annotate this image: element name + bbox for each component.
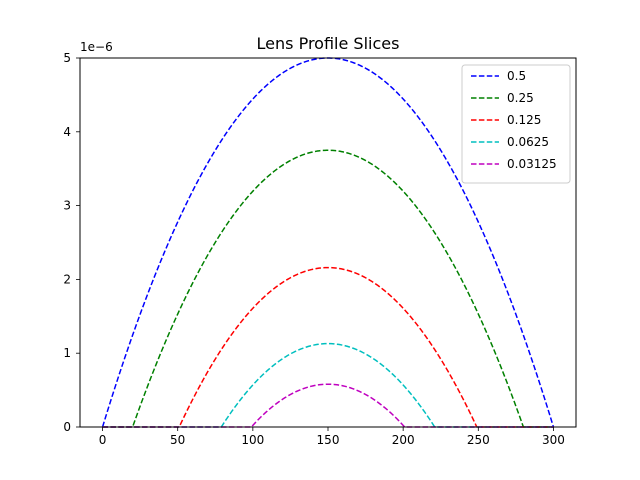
series-line-1 <box>102 149 554 428</box>
y-tick-label: 4 <box>63 125 71 139</box>
x-axis: 0 50 100 150 200 250 300 <box>99 427 565 447</box>
y-tick-label: 0 <box>63 420 71 434</box>
y-tick-label: 1 <box>63 346 71 360</box>
legend-label: 0.25 <box>507 91 534 105</box>
y-tick-label: 5 <box>63 51 71 65</box>
y-axis-multiplier: 1e−6 <box>80 40 113 54</box>
y-tick-label: 3 <box>63 199 71 213</box>
series-line-4 <box>102 383 554 428</box>
x-tick-label: 200 <box>392 433 415 447</box>
legend-label: 0.03125 <box>507 157 557 171</box>
x-tick-label: 300 <box>542 433 565 447</box>
chart-title: Lens Profile Slices <box>257 34 400 53</box>
legend-label: 0.125 <box>507 113 541 127</box>
series-line-3 <box>102 342 554 428</box>
series-line-2 <box>102 266 554 428</box>
x-tick-label: 100 <box>241 433 264 447</box>
x-tick-label: 150 <box>317 433 340 447</box>
x-tick-label: 0 <box>99 433 107 447</box>
y-axis: 0 1 2 3 4 5 <box>63 51 80 434</box>
legend-box <box>461 64 571 184</box>
x-tick-label: 50 <box>170 433 185 447</box>
legend-label: 0.5 <box>507 69 526 83</box>
legend-label: 0.0625 <box>507 135 549 149</box>
legend: 0.5 0.25 0.125 0.0625 0.03125 <box>461 64 571 184</box>
x-tick-label: 250 <box>467 433 490 447</box>
y-tick-label: 2 <box>63 272 71 286</box>
